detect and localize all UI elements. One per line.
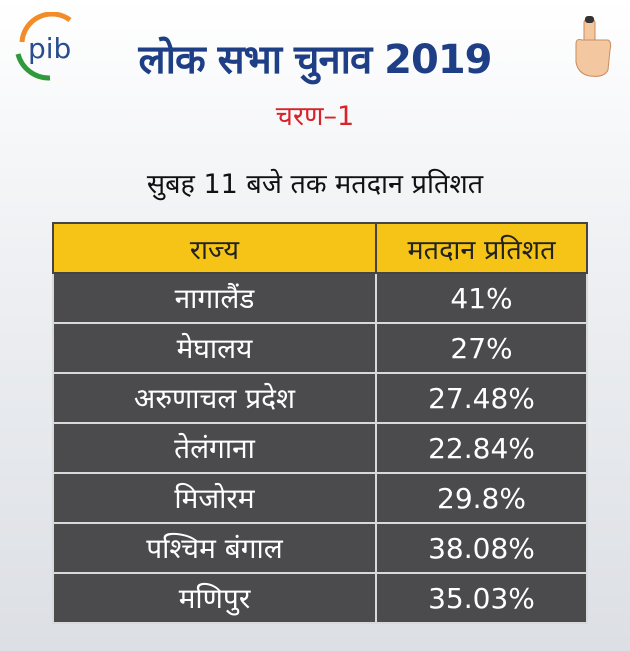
turnout-cell: 41% — [375, 272, 588, 324]
state-cell: पश्चिम बंगाल — [52, 522, 377, 574]
state-cell: नागालैंड — [52, 272, 377, 324]
turnout-cell: 27% — [375, 322, 588, 374]
table-row: नागालैंड 41% — [52, 272, 588, 324]
voting-hand-icon — [575, 16, 612, 77]
table-row: मिजोरम 29.8% — [52, 472, 588, 524]
turnout-cell: 22.84% — [375, 422, 588, 474]
subtitle: चरण–1 — [275, 101, 355, 132]
logo-text: pib — [28, 32, 71, 65]
pib-logo: pib — [15, 12, 72, 81]
column-header: मतदान प्रतिशत — [375, 222, 588, 274]
table-row: अरुणाचल प्रदेश 27.48% — [52, 372, 588, 424]
turnout-cell: 35.03% — [375, 572, 588, 624]
title: लोक सभा चुनाव 2019 — [138, 37, 492, 83]
table-row: मणिपुर 35.03% — [52, 572, 588, 624]
table-row: मेघालय 27% — [52, 322, 588, 374]
state-cell: मेघालय — [52, 322, 377, 374]
state-cell: अरुणाचल प्रदेश — [52, 372, 377, 424]
turnout-cell: 38.08% — [375, 522, 588, 574]
state-cell: मणिपुर — [52, 572, 377, 624]
state-cell: तेलंगाना — [52, 422, 377, 474]
table-row: तेलंगाना 22.84% — [52, 422, 588, 474]
turnout-cell: 27.48% — [375, 372, 588, 424]
caption: सुबह 11 बजे तक मतदान प्रतिशत — [146, 169, 484, 200]
turnout-table: राज्य मतदान प्रतिशत नागालैंड 41% मेघालय 27% अ… — [52, 222, 588, 624]
turnout-cell: 29.8% — [375, 472, 588, 524]
state-cell: मिजोरम — [52, 472, 377, 524]
column-header: राज्य — [52, 222, 377, 274]
table-row: पश्चिम बंगाल 38.08% — [52, 522, 588, 574]
